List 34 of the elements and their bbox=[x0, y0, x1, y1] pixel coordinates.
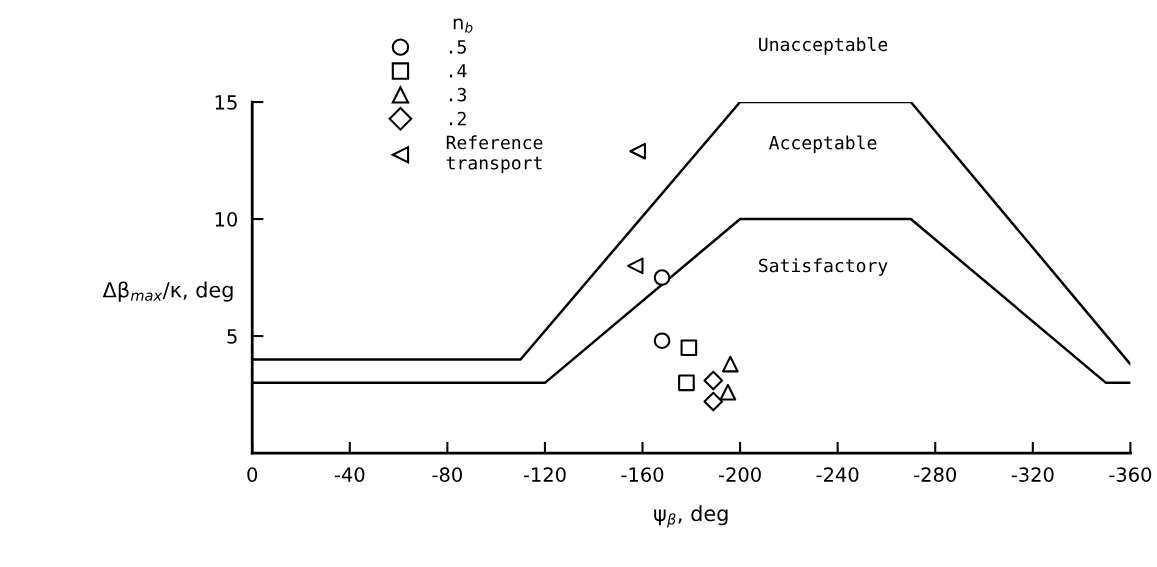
point bbox=[722, 355, 739, 373]
legend-label: .4 bbox=[449, 64, 467, 78]
point bbox=[653, 332, 671, 350]
x-tick-label: -200 bbox=[718, 467, 761, 482]
point bbox=[629, 142, 646, 160]
legend-label: Reference transport bbox=[446, 135, 543, 174]
x-tick-label: -80 bbox=[432, 467, 462, 482]
x-tick-label: -320 bbox=[1011, 467, 1054, 482]
point bbox=[678, 374, 695, 392]
x-tick-label: -280 bbox=[914, 467, 957, 482]
x-tick-label: -240 bbox=[816, 467, 859, 482]
point bbox=[653, 269, 671, 286]
legend-label: .2 bbox=[449, 111, 466, 126]
point bbox=[719, 383, 737, 401]
point bbox=[680, 339, 698, 357]
legend-title: n$_{b}$ bbox=[453, 18, 473, 33]
point bbox=[703, 370, 724, 391]
y-tick-label: 15 bbox=[215, 95, 237, 110]
y-axis-title: Δβ$_{max}$/κ, deg bbox=[102, 281, 233, 302]
x-tick-label: -40 bbox=[334, 467, 365, 482]
x-tick-label: -160 bbox=[621, 467, 664, 482]
annotation: Satisfactory bbox=[759, 258, 888, 276]
x-tick-label: -120 bbox=[523, 467, 566, 482]
x-tick-label: 0 bbox=[247, 467, 258, 482]
annotation: Acceptable bbox=[769, 135, 877, 153]
y-tick-label: 5 bbox=[227, 329, 237, 344]
y-tick-label: 10 bbox=[215, 212, 238, 227]
point bbox=[626, 257, 644, 275]
legend-label: .3 bbox=[449, 87, 466, 102]
x-axis-title: ψ$_{β}$, deg bbox=[654, 505, 728, 528]
x-tick-label: -360 bbox=[1109, 467, 1152, 482]
point bbox=[703, 391, 724, 412]
text: Unacceptable bbox=[759, 37, 888, 55]
legend-label: .5 bbox=[449, 40, 466, 54]
